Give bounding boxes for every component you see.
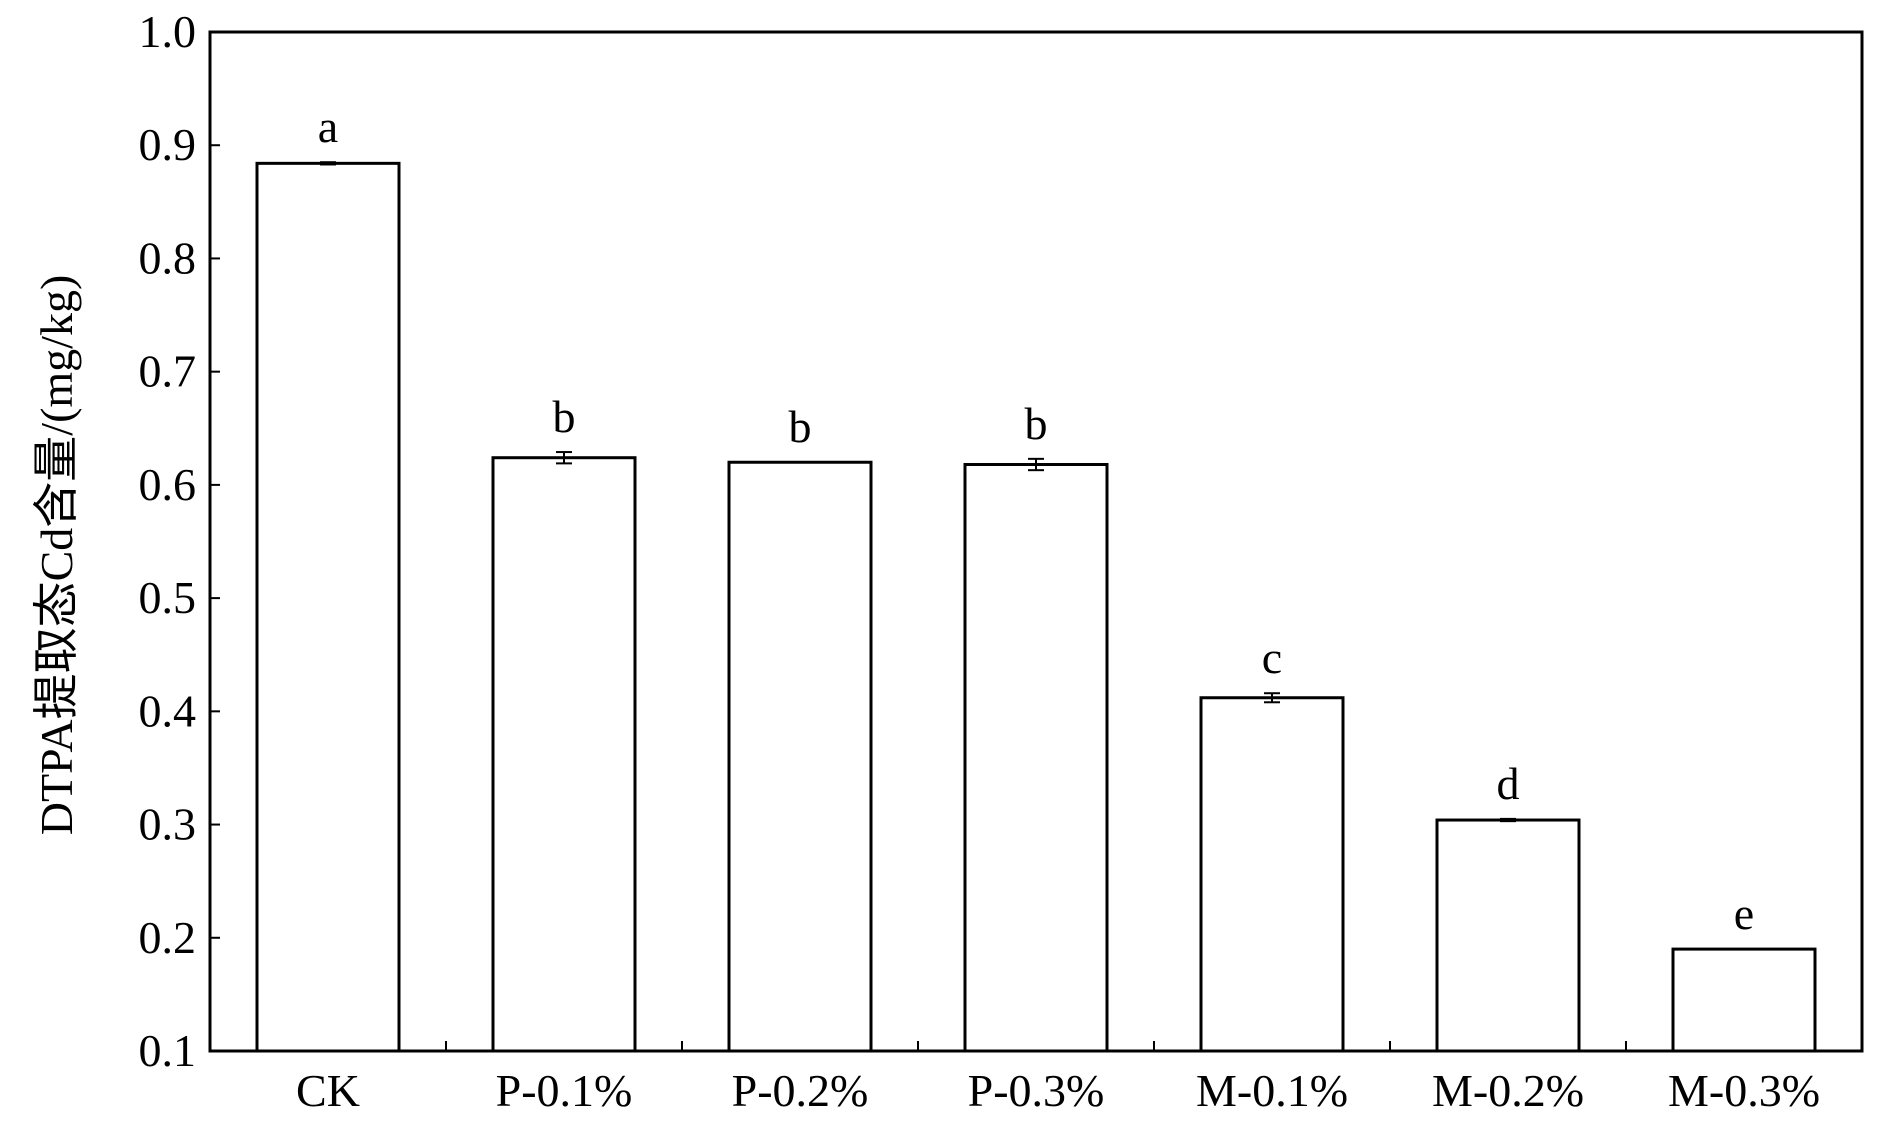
- bar: [727, 460, 873, 1053]
- significance-label: e: [1734, 888, 1754, 939]
- significance-label: b: [1025, 398, 1048, 449]
- bar: [491, 456, 637, 1053]
- bar: [1199, 696, 1345, 1053]
- significance-label: c: [1262, 632, 1282, 683]
- x-tick-label: P-0.3%: [968, 1065, 1105, 1116]
- x-tick-label: CK: [296, 1065, 360, 1116]
- bar: [1435, 818, 1581, 1053]
- axes-layer: [208, 30, 1864, 1053]
- significance-label: a: [318, 101, 338, 152]
- y-tick-label: 0.2: [139, 912, 197, 963]
- y-tick-label: 0.7: [139, 346, 197, 397]
- x-tick-label: P-0.2%: [732, 1065, 869, 1116]
- plot-frame: [208, 30, 1864, 1053]
- x-tick-label: M-0.2%: [1432, 1065, 1584, 1116]
- y-tick-label: 1.0: [139, 6, 197, 57]
- significance-label: b: [553, 391, 576, 442]
- x-tick-label: P-0.1%: [496, 1065, 633, 1116]
- y-tick-label: 0.6: [139, 459, 197, 510]
- y-tick-label: 0.9: [139, 119, 197, 170]
- y-axis-title: DTPA提取态Cd含量/(mg/kg): [31, 275, 82, 836]
- significance-label: d: [1497, 758, 1520, 809]
- y-tick-label: 0.3: [139, 799, 197, 850]
- bar: [255, 161, 401, 1053]
- y-tick-label: 0.5: [139, 572, 197, 623]
- labels-layer: a CK b P-0.1% b P-0.2% b P-0.3% c M-0.1% d M-0.2% e M…: [139, 6, 1821, 1116]
- x-tick-label: M-0.1%: [1196, 1065, 1348, 1116]
- y-tick-label: 0.8: [139, 232, 197, 283]
- bar: [963, 463, 1109, 1053]
- bars-layer: [255, 161, 1817, 1053]
- error-bars-layer: [320, 161, 1516, 823]
- x-tick-label: M-0.3%: [1668, 1065, 1820, 1116]
- significance-label: b: [789, 401, 812, 452]
- y-tick-label: 0.1: [139, 1025, 197, 1076]
- y-tick-label: 0.4: [139, 685, 197, 736]
- bar: [1671, 947, 1817, 1053]
